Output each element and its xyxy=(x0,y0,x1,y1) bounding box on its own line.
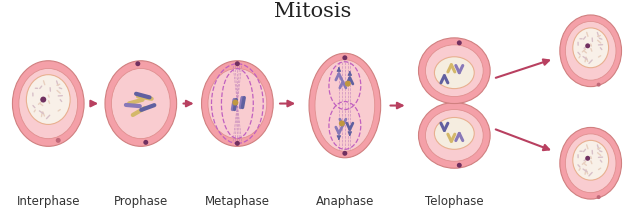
Circle shape xyxy=(235,141,240,146)
Circle shape xyxy=(143,140,148,145)
Ellipse shape xyxy=(19,68,78,139)
Ellipse shape xyxy=(565,21,616,80)
Circle shape xyxy=(56,138,61,143)
Ellipse shape xyxy=(419,102,490,168)
Circle shape xyxy=(345,81,351,87)
Ellipse shape xyxy=(111,68,170,139)
Ellipse shape xyxy=(105,61,177,146)
Circle shape xyxy=(40,97,46,102)
Ellipse shape xyxy=(560,128,622,199)
Text: Mitosis: Mitosis xyxy=(274,2,352,22)
Ellipse shape xyxy=(573,28,608,68)
Ellipse shape xyxy=(419,38,490,104)
Ellipse shape xyxy=(573,140,608,180)
Ellipse shape xyxy=(202,61,273,146)
Circle shape xyxy=(135,61,140,66)
Circle shape xyxy=(232,100,239,106)
Ellipse shape xyxy=(426,45,483,97)
Circle shape xyxy=(585,156,590,161)
Circle shape xyxy=(457,40,462,45)
Circle shape xyxy=(457,163,462,168)
Ellipse shape xyxy=(309,53,381,158)
Circle shape xyxy=(342,55,347,60)
Ellipse shape xyxy=(426,109,483,161)
Text: Prophase: Prophase xyxy=(114,195,168,208)
Ellipse shape xyxy=(208,68,267,139)
Circle shape xyxy=(597,195,600,199)
Circle shape xyxy=(597,83,600,87)
Text: Metaphase: Metaphase xyxy=(205,195,270,208)
Text: Interphase: Interphase xyxy=(16,195,80,208)
Ellipse shape xyxy=(434,118,475,149)
Ellipse shape xyxy=(26,75,70,124)
Circle shape xyxy=(235,61,240,66)
Ellipse shape xyxy=(13,61,84,146)
Circle shape xyxy=(342,151,347,156)
Text: Telophase: Telophase xyxy=(425,195,484,208)
Text: Anaphase: Anaphase xyxy=(316,195,374,208)
Ellipse shape xyxy=(434,57,475,89)
Ellipse shape xyxy=(315,60,375,151)
Ellipse shape xyxy=(565,134,616,193)
Circle shape xyxy=(585,43,590,48)
Ellipse shape xyxy=(560,15,622,87)
Circle shape xyxy=(339,121,345,126)
